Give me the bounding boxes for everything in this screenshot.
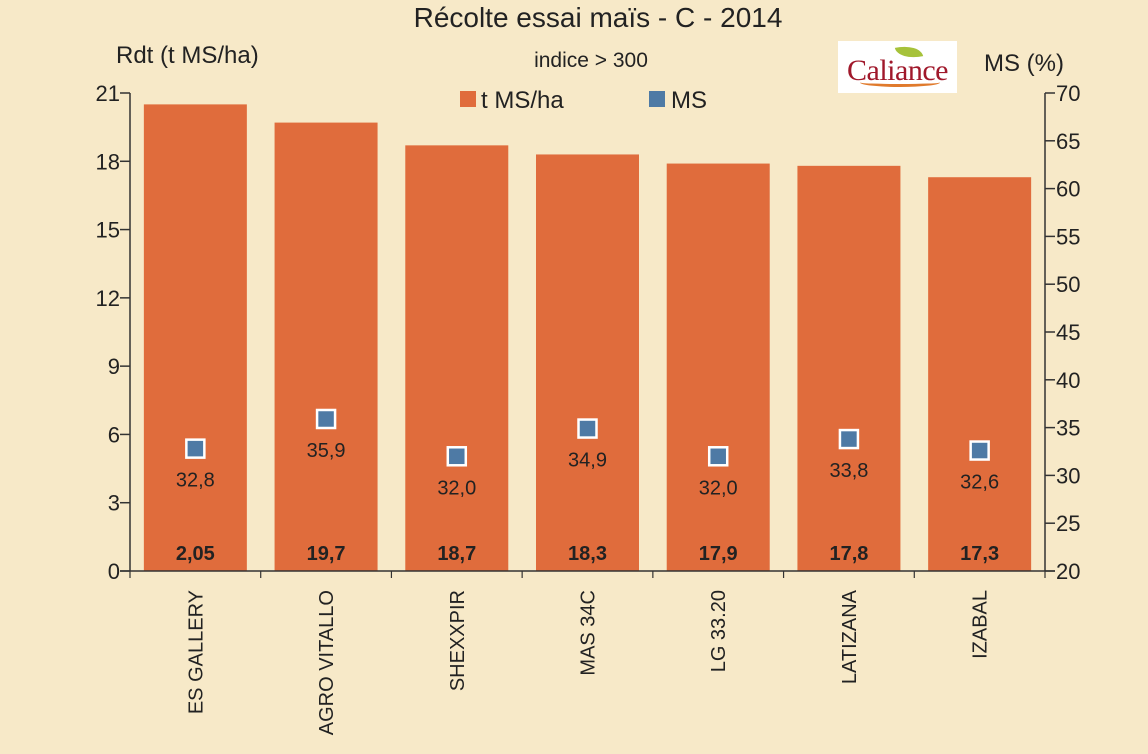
y-right-tick-label: 25 — [1056, 511, 1080, 536]
y-left-tick-label: 3 — [108, 491, 120, 516]
bar — [536, 154, 639, 571]
y-right-tick-label: 35 — [1056, 416, 1080, 441]
x-tick-label: SHEXXPIR — [447, 590, 469, 691]
y-right-tick-label: 65 — [1056, 129, 1080, 154]
bar — [274, 122, 378, 571]
legend-label-marker: MS — [671, 87, 707, 114]
bar-value-label: 17,8 — [829, 543, 868, 565]
bar — [928, 177, 1032, 571]
marker-value-label: 35,9 — [307, 440, 346, 462]
marker-value-label: 32,6 — [960, 472, 999, 494]
y-right-axis-label: MS (%) — [984, 50, 1064, 77]
bar-value-label: 17,3 — [960, 543, 999, 565]
y-left-tick-label: 6 — [108, 422, 120, 447]
chart-title: Récolte essai maïs - C - 2014 — [414, 2, 783, 33]
marker-point — [577, 418, 598, 439]
legend-swatch-marker — [649, 91, 665, 107]
y-right-tick-label: 70 — [1056, 81, 1080, 106]
y-right-tick-label: 60 — [1056, 177, 1080, 202]
bar-value-label: 18,7 — [437, 543, 476, 565]
axes: ES GALLERY AGRO VITALLO SHEXXPIR MAS 34C LG … — [96, 81, 1081, 735]
chart-subtitle: indice > 300 — [534, 49, 648, 72]
x-tick-label: LG 33.20 — [708, 590, 730, 672]
bar — [405, 145, 509, 571]
marker-point — [315, 408, 337, 430]
marker-point — [969, 440, 990, 461]
marker-series: 32,8 35,9 32,0 34,9 32,0 33,8 32,6 — [176, 408, 999, 499]
marker-point — [838, 428, 860, 450]
y-left-tick-label: 21 — [96, 81, 120, 106]
marker-point — [707, 446, 729, 467]
y-left-tick-label: 9 — [108, 354, 120, 379]
bar-value-label: 19,7 — [307, 543, 346, 565]
x-tick-label: AGRO VITALLO — [316, 590, 338, 735]
x-tick-label: MAS 34C — [578, 590, 600, 676]
bar — [143, 104, 247, 571]
legend-label-bar: t MS/ha — [481, 87, 564, 114]
swoosh-icon — [860, 78, 940, 87]
y-right-tick-label: 40 — [1056, 368, 1080, 393]
y-left-tick-label: 12 — [96, 286, 120, 311]
legend: t MS/ha MS — [460, 87, 707, 114]
bar — [797, 165, 901, 572]
x-tick-label: ES GALLERY — [185, 590, 207, 714]
y-left-tick-label: 18 — [96, 149, 120, 174]
bar-series: 2,05 19,7 18,7 18,3 17,9 17,8 17,3 — [143, 104, 1032, 572]
legend-swatch-bar — [460, 91, 476, 107]
x-tick-label: IZABAL — [970, 590, 992, 659]
y-right-tick-label: 30 — [1056, 463, 1080, 488]
y-right-tick-label: 45 — [1056, 320, 1080, 345]
y-left-tick-label: 0 — [108, 559, 120, 584]
marker-value-label: 33,8 — [829, 460, 868, 482]
y-right-tick-label: 20 — [1056, 559, 1080, 584]
bar-value-label: 18,3 — [568, 543, 607, 565]
y-left-axis-label: Rdt (t MS/ha) — [116, 42, 259, 69]
marker-value-label: 34,9 — [568, 450, 607, 472]
x-tick-label: LATIZANA — [839, 589, 861, 684]
marker-value-label: 32,0 — [699, 477, 738, 499]
y-right-tick-label: 55 — [1056, 224, 1080, 249]
y-right-tick-label: 50 — [1056, 272, 1080, 297]
marker-point — [446, 446, 468, 467]
caliance-logo: Caliance — [838, 41, 957, 93]
marker-point — [185, 438, 206, 459]
bar-value-label: 17,9 — [699, 543, 738, 565]
marker-value-label: 32,8 — [176, 470, 215, 492]
marker-value-label: 32,0 — [437, 477, 476, 499]
bar — [666, 163, 770, 572]
bar-value-label: 2,05 — [176, 543, 215, 565]
y-left-tick-label: 15 — [96, 218, 120, 243]
